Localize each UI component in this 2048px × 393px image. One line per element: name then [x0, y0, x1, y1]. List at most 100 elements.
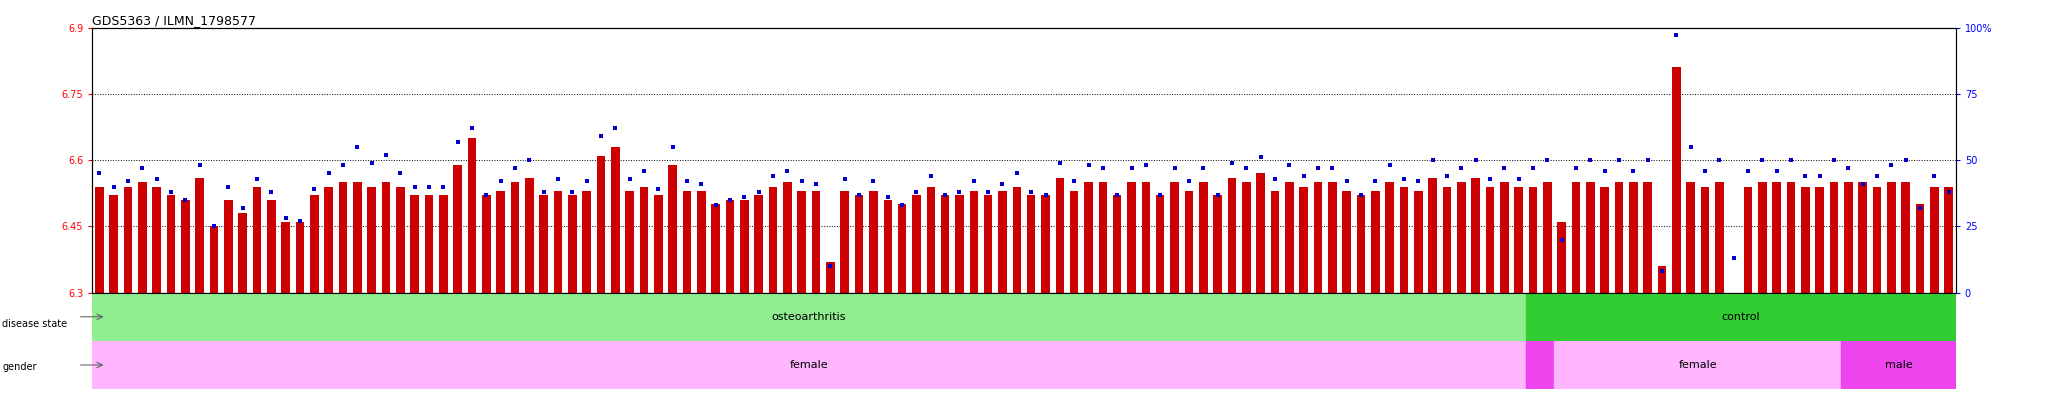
- Bar: [324, 187, 334, 293]
- Bar: [1800, 187, 1810, 293]
- Text: male: male: [1884, 360, 1913, 370]
- Bar: [238, 213, 248, 293]
- Bar: [438, 195, 449, 293]
- Bar: [625, 191, 635, 293]
- Bar: [109, 195, 119, 293]
- Bar: [539, 195, 549, 293]
- Bar: [1470, 178, 1481, 293]
- Bar: [811, 191, 821, 293]
- Bar: [940, 195, 950, 293]
- Bar: [381, 182, 391, 293]
- Bar: [137, 182, 147, 293]
- Bar: [1671, 67, 1681, 293]
- Bar: [739, 200, 750, 293]
- Bar: [94, 187, 104, 293]
- Bar: [1554, 341, 1841, 389]
- Bar: [1499, 182, 1509, 293]
- Bar: [840, 191, 850, 293]
- Bar: [1513, 187, 1524, 293]
- Bar: [825, 262, 836, 293]
- Bar: [725, 200, 735, 293]
- Bar: [338, 182, 348, 293]
- Bar: [883, 200, 893, 293]
- Bar: [524, 178, 535, 293]
- Bar: [1356, 195, 1366, 293]
- Bar: [1929, 187, 1939, 293]
- Text: osteoarthritis: osteoarthritis: [772, 312, 846, 322]
- Bar: [453, 165, 463, 293]
- Bar: [1270, 191, 1280, 293]
- Bar: [1599, 187, 1610, 293]
- Bar: [92, 293, 1526, 341]
- Bar: [639, 187, 649, 293]
- Bar: [1700, 187, 1710, 293]
- Text: female: female: [1679, 360, 1716, 370]
- Bar: [1628, 182, 1638, 293]
- Bar: [854, 195, 864, 293]
- Bar: [553, 191, 563, 293]
- Bar: [1284, 182, 1294, 293]
- Bar: [782, 182, 793, 293]
- Bar: [1341, 191, 1352, 293]
- Bar: [395, 187, 406, 293]
- Bar: [1112, 195, 1122, 293]
- Bar: [1614, 182, 1624, 293]
- Bar: [209, 226, 219, 293]
- Bar: [911, 195, 922, 293]
- Bar: [1227, 178, 1237, 293]
- Bar: [309, 195, 319, 293]
- Bar: [295, 222, 305, 293]
- Bar: [1743, 187, 1753, 293]
- Text: disease state: disease state: [2, 319, 68, 329]
- Bar: [1815, 187, 1825, 293]
- Bar: [1026, 195, 1036, 293]
- Bar: [152, 187, 162, 293]
- Bar: [1556, 222, 1567, 293]
- Bar: [1327, 182, 1337, 293]
- Bar: [281, 222, 291, 293]
- Bar: [1528, 187, 1538, 293]
- Bar: [1686, 182, 1696, 293]
- Bar: [1872, 187, 1882, 293]
- Bar: [410, 195, 420, 293]
- Bar: [1055, 178, 1065, 293]
- Bar: [1915, 204, 1925, 293]
- Bar: [1083, 182, 1094, 293]
- Bar: [92, 341, 1526, 389]
- Text: female: female: [791, 360, 827, 370]
- Bar: [424, 195, 434, 293]
- Bar: [1526, 293, 1956, 341]
- Bar: [1384, 182, 1395, 293]
- Bar: [367, 187, 377, 293]
- Bar: [1255, 173, 1266, 293]
- Bar: [926, 187, 936, 293]
- Bar: [596, 156, 606, 293]
- Bar: [1571, 182, 1581, 293]
- Bar: [1241, 182, 1251, 293]
- Bar: [1542, 182, 1552, 293]
- Bar: [1012, 187, 1022, 293]
- Bar: [1212, 195, 1223, 293]
- Bar: [123, 187, 133, 293]
- Bar: [1126, 182, 1137, 293]
- Bar: [481, 195, 492, 293]
- Bar: [696, 191, 707, 293]
- Bar: [1040, 195, 1051, 293]
- Bar: [582, 191, 592, 293]
- Text: GDS5363 / ILMN_1798577: GDS5363 / ILMN_1798577: [92, 15, 256, 28]
- Bar: [983, 195, 993, 293]
- Bar: [768, 187, 778, 293]
- Bar: [252, 187, 262, 293]
- Bar: [1298, 187, 1309, 293]
- Text: gender: gender: [2, 362, 37, 373]
- Bar: [1485, 187, 1495, 293]
- Bar: [1714, 182, 1724, 293]
- Bar: [682, 191, 692, 293]
- Bar: [1413, 191, 1423, 293]
- Bar: [496, 191, 506, 293]
- Bar: [1829, 182, 1839, 293]
- Bar: [1642, 182, 1653, 293]
- Bar: [1427, 178, 1438, 293]
- Bar: [1169, 182, 1180, 293]
- Bar: [223, 200, 233, 293]
